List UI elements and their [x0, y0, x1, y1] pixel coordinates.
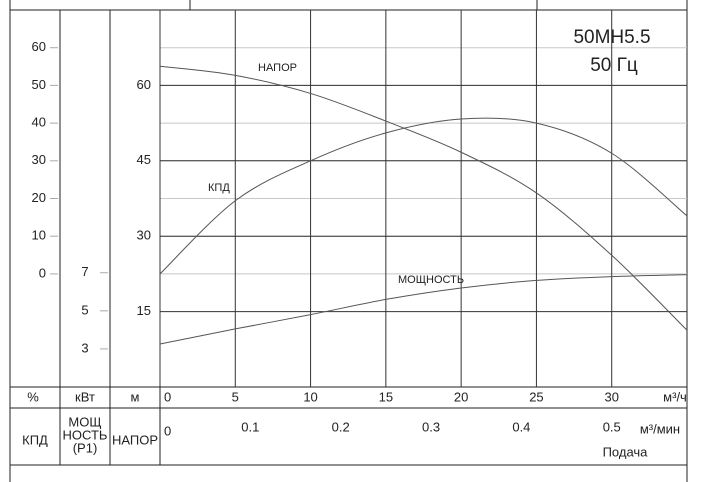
axis-name: МОЩ — [68, 414, 101, 429]
y-tick-label: 10 — [32, 228, 46, 243]
axis-name: НОСТЬ — [63, 427, 108, 442]
x-unit: м³/ч — [663, 389, 687, 404]
y-tick-label: 5 — [81, 302, 88, 317]
x2-tick-label: 0.5 — [603, 419, 621, 434]
curve-label: МОЩНОСТЬ — [398, 274, 464, 286]
x-tick-label: 0 — [164, 389, 171, 404]
axis-unit: м — [131, 389, 140, 404]
curve — [159, 274, 688, 345]
axis-name: КПД — [22, 432, 48, 447]
y-tick-label: 50 — [32, 77, 46, 92]
x2-tick-label: 0.1 — [241, 419, 259, 434]
curve-label: НАПОР — [258, 62, 297, 74]
x-tick-label: 25 — [529, 389, 543, 404]
y-tick-label: 0 — [39, 265, 46, 280]
x-tick-label: 10 — [303, 389, 317, 404]
x2-tick-label: 0.4 — [512, 419, 530, 434]
y-tick-label: 60 — [137, 77, 151, 92]
x2-tick-label: 0.2 — [332, 419, 350, 434]
y-tick-label: 45 — [137, 152, 151, 167]
axis-unit: % — [27, 389, 39, 404]
curve-label: КПД — [208, 182, 230, 194]
y-tick-label: 20 — [32, 190, 46, 205]
curve — [159, 117, 688, 275]
y-tick-label: 30 — [32, 152, 46, 167]
curve — [159, 65, 688, 331]
x2-unit: м³/мин — [640, 421, 680, 436]
y-tick-label: 40 — [32, 115, 46, 130]
y-tick-label: 3 — [81, 340, 88, 355]
y-tick-label: 7 — [81, 264, 88, 279]
x-tick-label: 30 — [604, 389, 618, 404]
axis-unit: кВт — [75, 389, 95, 404]
y-tick-label: 15 — [137, 303, 151, 318]
axis-name: (Р1) — [73, 440, 98, 455]
x2-tick-label: 0 — [164, 423, 171, 438]
x-tick-label: 15 — [379, 389, 393, 404]
y-tick-label: 60 — [32, 39, 46, 54]
x-tick-label: 5 — [232, 389, 239, 404]
x2-tick-label: 0.3 — [422, 419, 440, 434]
y-tick-label: 30 — [137, 228, 151, 243]
x-tick-label: 20 — [454, 389, 468, 404]
x-label: Подача — [603, 444, 649, 459]
frequency: 50 Гц — [590, 55, 638, 76]
axis-name: НАПОР — [112, 432, 158, 447]
